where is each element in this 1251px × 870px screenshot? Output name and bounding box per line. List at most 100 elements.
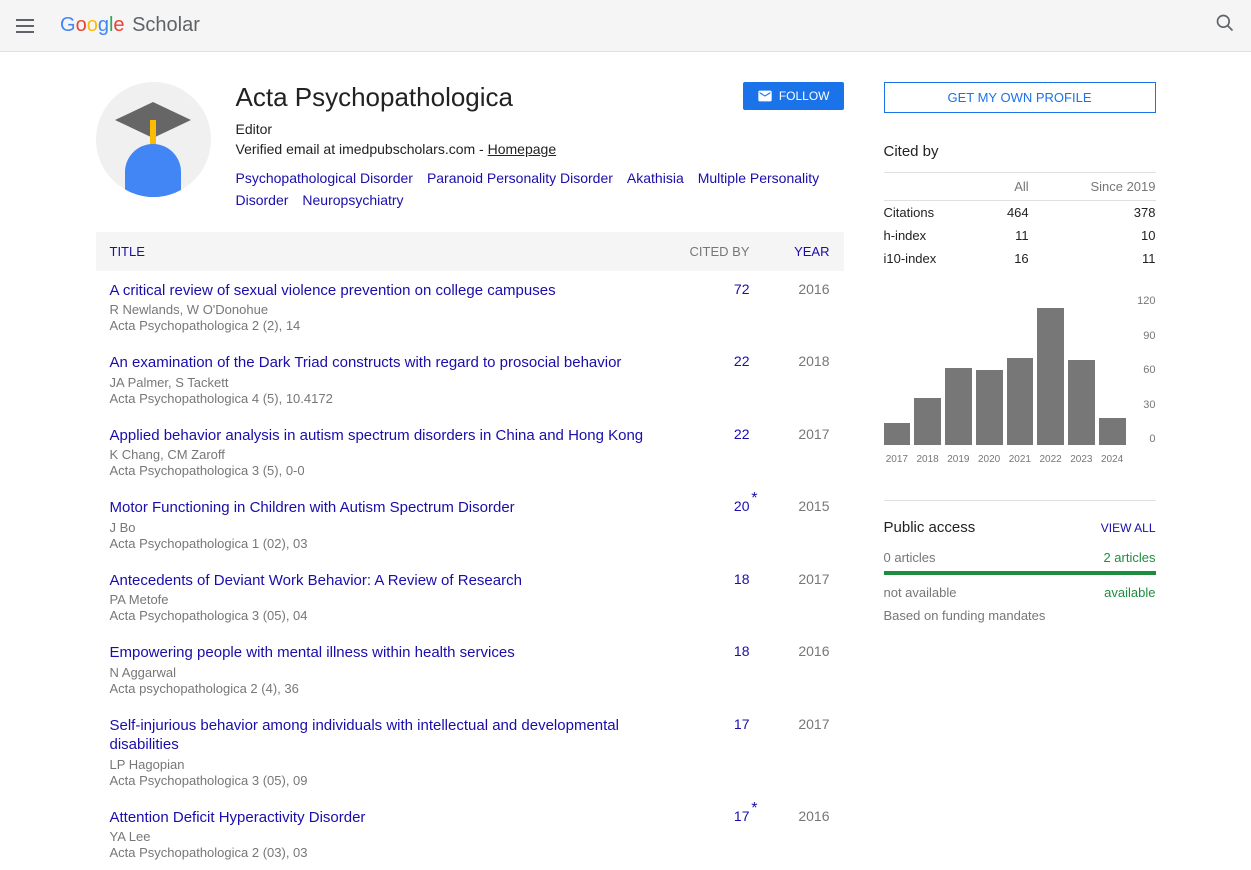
- article-venue: Acta Psychopathologica 2 (2), 14: [110, 318, 670, 333]
- article-title-link[interactable]: Antecedents of Deviant Work Behavior: A …: [110, 572, 522, 589]
- metrics-since-header: Since 2019: [1029, 173, 1156, 201]
- article-venue: Acta psychopathologica 2 (4), 36: [110, 681, 670, 696]
- metric-all: 464: [986, 201, 1028, 225]
- profile-header: Acta Psychopathologica Editor Verified e…: [96, 82, 844, 212]
- article-year: 2017: [750, 571, 830, 587]
- article-title-link[interactable]: Applied behavior analysis in autism spec…: [110, 427, 644, 444]
- metrics-row: i10-index1611: [884, 247, 1156, 270]
- metric-since: 11: [1029, 247, 1156, 270]
- chart-bar[interactable]: [1099, 418, 1126, 446]
- metric-since: 378: [1029, 201, 1156, 225]
- article-authors: LP Hagopian: [110, 757, 670, 772]
- year-column-header[interactable]: YEAR: [750, 244, 830, 259]
- table-row: An examination of the Dark Triad constru…: [96, 343, 844, 416]
- article-cited-count[interactable]: 18: [670, 571, 750, 587]
- article-year: 2016: [750, 281, 830, 297]
- interest-link[interactable]: Paranoid Personality Disorder: [427, 170, 613, 186]
- citations-chart: 1209060300 20172018201920202021202220232…: [884, 295, 1156, 465]
- metric-all: 11: [986, 224, 1028, 247]
- article-year: 2016: [750, 808, 830, 824]
- metrics-table: All Since 2019 Citations464378h-index111…: [884, 172, 1156, 270]
- search-icon[interactable]: [1215, 13, 1235, 39]
- article-cited-count[interactable]: 18: [670, 643, 750, 659]
- article-title-link[interactable]: A critical review of sexual violence pre…: [110, 282, 556, 299]
- view-all-link[interactable]: VIEW ALL: [1101, 521, 1156, 535]
- table-row: Antecedents of Deviant Work Behavior: A …: [96, 561, 844, 634]
- article-venue: Acta Psychopathologica 1 (02), 03: [110, 536, 670, 551]
- article-cited-count[interactable]: 22: [670, 426, 750, 442]
- article-authors: N Aggarwal: [110, 665, 670, 680]
- article-year: 2017: [750, 716, 830, 732]
- chart-year-label: 2024: [1099, 454, 1126, 465]
- article-cited-count[interactable]: 72: [670, 281, 750, 297]
- article-cited-count[interactable]: 17*: [670, 808, 750, 824]
- article-title-link[interactable]: Empowering people with mental illness wi…: [110, 644, 515, 661]
- interest-link[interactable]: Akathisia: [627, 170, 684, 186]
- article-cited-count[interactable]: 22: [670, 353, 750, 369]
- cited-by-column-header: CITED BY: [670, 244, 750, 259]
- metrics-row: Citations464378: [884, 201, 1156, 225]
- profile-role: Editor: [236, 121, 844, 137]
- chart-year-label: 2017: [884, 454, 911, 465]
- article-year: 2018: [750, 353, 830, 369]
- chart-bars: [884, 295, 1126, 445]
- metric-all: 16: [986, 247, 1028, 270]
- follow-button[interactable]: FOLLOW: [743, 82, 844, 110]
- article-title-link[interactable]: Motor Functioning in Children with Autis…: [110, 499, 515, 516]
- chart-year-label: 2018: [914, 454, 941, 465]
- pa-available-count: 2 articles: [1103, 550, 1155, 565]
- pa-not-available-label: not available: [884, 585, 957, 600]
- interest-link[interactable]: Psychopathological Disorder: [236, 170, 413, 186]
- chart-year-label: 2023: [1068, 454, 1095, 465]
- articles-table-header: TITLE CITED BY YEAR: [96, 232, 844, 271]
- metrics-row: h-index1110: [884, 224, 1156, 247]
- get-my-own-profile-button[interactable]: GET MY OWN PROFILE: [884, 82, 1156, 113]
- article-venue: Acta Psychopathologica 4 (5), 10.4172: [110, 391, 670, 406]
- chart-year-label: 2021: [1007, 454, 1034, 465]
- table-row: Empowering people with mental illness wi…: [96, 633, 844, 706]
- article-title-link[interactable]: Self-injurious behavior among individual…: [110, 717, 619, 754]
- pa-note: Based on funding mandates: [884, 608, 1156, 623]
- article-venue: Acta Psychopathologica 3 (05), 04: [110, 608, 670, 623]
- interest-link[interactable]: Neuropsychiatry: [302, 192, 403, 208]
- chart-bar[interactable]: [914, 398, 941, 446]
- table-row: Motor Functioning in Children with Autis…: [96, 488, 844, 561]
- homepage-link[interactable]: Homepage: [488, 141, 557, 157]
- chart-xlabels: 20172018201920202021202220232024: [884, 454, 1126, 465]
- chart-bar[interactable]: [945, 368, 972, 446]
- article-title-link[interactable]: Attention Deficit Hyperactivity Disorder: [110, 809, 366, 826]
- mail-icon: [757, 88, 773, 104]
- title-column-header[interactable]: TITLE: [110, 244, 670, 259]
- public-access-section: Public access VIEW ALL 0 articles 2 arti…: [884, 500, 1156, 623]
- google-scholar-logo[interactable]: Google Scholar: [60, 14, 200, 37]
- table-row: Self-injurious behavior among individual…: [96, 706, 844, 798]
- article-venue: Acta Psychopathologica 2 (03), 03: [110, 845, 670, 860]
- chart-bar[interactable]: [1068, 360, 1095, 445]
- article-cited-count[interactable]: 20*: [670, 498, 750, 514]
- chart-bar[interactable]: [1007, 358, 1034, 446]
- chart-bar[interactable]: [884, 423, 911, 446]
- article-year: 2016: [750, 643, 830, 659]
- article-authors: JA Palmer, S Tackett: [110, 375, 670, 390]
- avatar: [96, 82, 211, 197]
- article-cited-count[interactable]: 17: [670, 716, 750, 732]
- article-venue: Acta Psychopathologica 3 (5), 0-0: [110, 463, 670, 478]
- article-venue: Acta Psychopathologica 3 (05), 09: [110, 773, 670, 788]
- article-authors: K Chang, CM Zaroff: [110, 447, 670, 462]
- interests: Psychopathological Disorder Paranoid Pers…: [236, 167, 844, 212]
- metric-label: Citations: [884, 201, 987, 225]
- public-access-title: Public access: [884, 519, 976, 536]
- chart-yaxis: 1209060300: [1137, 295, 1155, 445]
- table-row: Applied behavior analysis in autism spec…: [96, 416, 844, 489]
- chart-year-label: 2019: [945, 454, 972, 465]
- chart-bar[interactable]: [1037, 308, 1064, 446]
- chart-bar[interactable]: [976, 370, 1003, 445]
- menu-icon[interactable]: [16, 14, 40, 38]
- metric-label: h-index: [884, 224, 987, 247]
- pa-not-available-count: 0 articles: [884, 550, 936, 565]
- profile-email: Verified email at imedpubscholars.com - …: [236, 141, 844, 157]
- top-header: Google Scholar: [0, 0, 1251, 52]
- cited-by-title: Cited by: [884, 143, 1156, 160]
- article-title-link[interactable]: An examination of the Dark Triad constru…: [110, 354, 622, 371]
- article-authors: PA Metofe: [110, 592, 670, 607]
